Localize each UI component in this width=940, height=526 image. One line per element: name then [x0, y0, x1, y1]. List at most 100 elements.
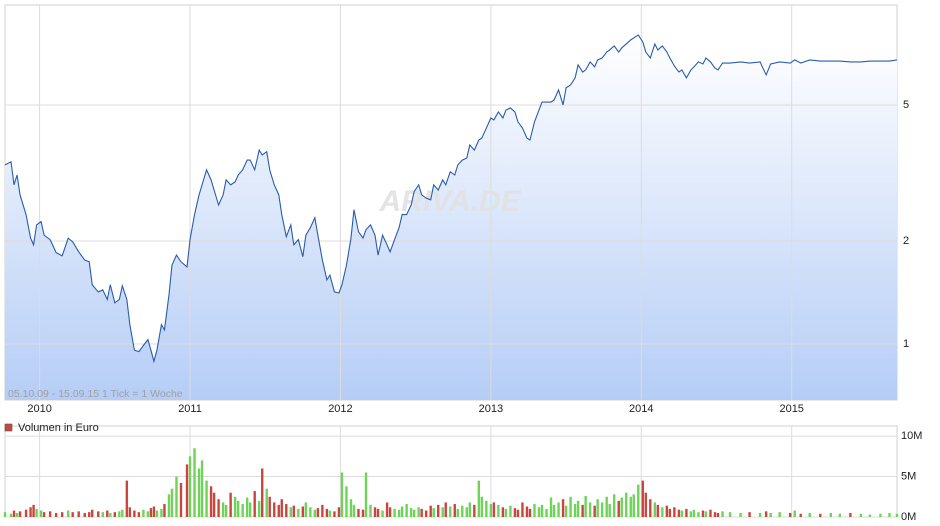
volume-bar [581, 504, 584, 517]
volume-bar [388, 507, 392, 517]
volume-bar [54, 512, 58, 517]
volume-bar [229, 492, 232, 517]
volume-bar [644, 492, 647, 517]
volume-bar [179, 483, 183, 517]
volume-bar [205, 480, 208, 517]
y-tick-label: 5 [903, 99, 909, 111]
volume-bar [838, 513, 842, 517]
volume-bar [596, 499, 599, 517]
volume-bar [125, 480, 129, 517]
x-tick-label: 2012 [328, 403, 352, 415]
legend-label: Volumen in Euro [18, 422, 99, 434]
volume-bar [600, 502, 604, 517]
volume-bar [337, 507, 341, 517]
volume-bar [449, 506, 452, 517]
volume-bar [473, 504, 476, 517]
volume-bar [137, 512, 141, 517]
volume-bar [477, 480, 481, 517]
volume-bar [409, 508, 413, 517]
volume-bar [160, 508, 163, 517]
volume-bar [197, 468, 201, 517]
volume-bar [632, 494, 635, 517]
volume-bar [637, 484, 640, 517]
volume-bar [280, 499, 283, 517]
volume-bar [480, 496, 484, 517]
volume-bar [692, 509, 696, 517]
volume-bar [677, 509, 681, 517]
volume-bar [333, 511, 336, 517]
x-tick-label: 2013 [479, 403, 503, 415]
volume-bar [381, 510, 384, 517]
volume-bar [109, 512, 112, 517]
volume-bar [88, 512, 91, 517]
volume-bar [680, 510, 684, 517]
volume-bar [501, 507, 505, 517]
volume-bar [859, 513, 863, 517]
volume-bar [620, 497, 623, 517]
volume-bar [552, 504, 556, 517]
volume-bar [649, 499, 652, 517]
volume-bar [3, 512, 7, 517]
volume-bar [444, 502, 447, 517]
volume-bar [60, 512, 64, 517]
volume-bar [313, 509, 317, 517]
volume-bar [245, 497, 249, 517]
volume-bar [549, 497, 553, 517]
volume-bar [221, 502, 225, 517]
volume-bar [417, 507, 420, 517]
volume-bar [18, 511, 22, 517]
volume-bar [91, 509, 94, 517]
x-tick-label: 2010 [27, 403, 51, 415]
volume-bar [412, 509, 416, 517]
volume-bar [564, 505, 568, 517]
y2-tick-label: 10M [901, 430, 922, 442]
volume-bar [364, 472, 368, 517]
volume-bar [465, 507, 468, 517]
volume-bar [868, 514, 872, 517]
volume-bar [437, 504, 440, 517]
volume-bar [265, 488, 268, 517]
volume-bar [297, 508, 300, 517]
volume-bar [175, 476, 178, 517]
volume-bar [605, 496, 608, 517]
volume-bar [97, 511, 100, 517]
volume-bar [721, 511, 724, 517]
volume-bar [728, 512, 732, 517]
volume-bar [106, 510, 109, 517]
volume-bar [704, 511, 708, 517]
volume-bar [456, 508, 459, 517]
volume-bar [24, 509, 28, 517]
x-tick-label: 2011 [178, 403, 202, 415]
volume-bar [12, 510, 16, 517]
volume-bar [77, 511, 80, 517]
volume-bar [540, 504, 544, 517]
volume-bar [304, 502, 308, 517]
volume-bar [142, 509, 145, 517]
volume-bar [209, 486, 213, 517]
volume-bar [285, 504, 288, 517]
volume-bar [778, 512, 781, 517]
volume-bar [212, 492, 216, 517]
volume-bar [261, 468, 264, 517]
volume-bar [146, 511, 150, 517]
volume-bar [888, 512, 891, 517]
volume-bar [277, 504, 280, 517]
volume-bar [758, 512, 762, 517]
volume-bar [489, 504, 493, 517]
volume-bar [461, 505, 464, 517]
volume-bar [328, 510, 332, 517]
y2-tick-label: 0M [901, 511, 916, 523]
volume-bar [697, 512, 700, 517]
volume-bar [397, 509, 401, 517]
volume-bar [739, 512, 742, 517]
volume-bar [200, 460, 204, 517]
volume-bar [321, 504, 324, 517]
volume-bar [561, 499, 565, 517]
volume-bar [829, 512, 833, 517]
volume-bar [468, 502, 472, 517]
volume-bar [764, 511, 768, 517]
volume-bar [241, 504, 244, 517]
volume-bar [345, 486, 348, 517]
volume-bar [525, 506, 529, 517]
